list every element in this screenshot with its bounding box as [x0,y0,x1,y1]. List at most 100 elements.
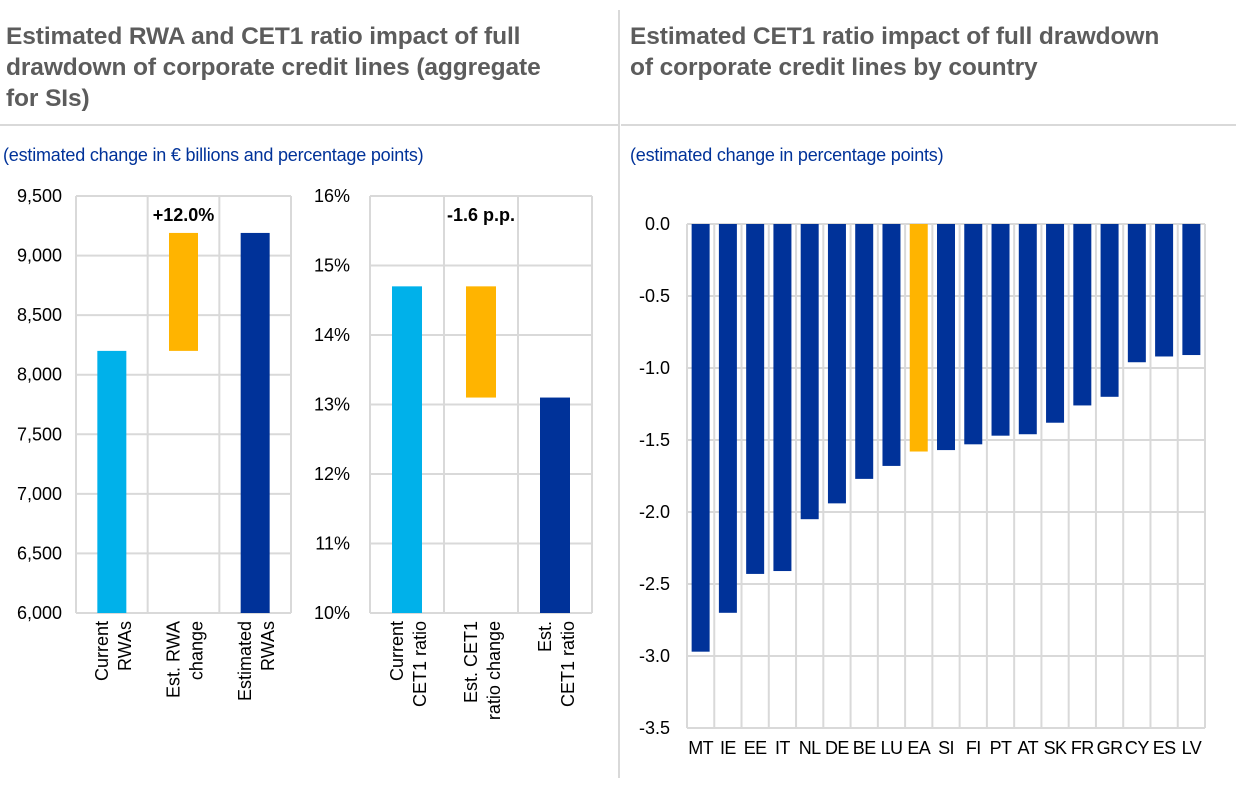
y-tick-label: 6,500 [17,543,62,563]
x-category-label: FR [1071,738,1094,758]
x-category-label: Current RWAs [92,621,135,681]
x-category-label-line: ratio change [484,621,504,720]
x-category-label: Est. RWA change [164,621,207,698]
bar-mt [691,224,710,652]
bar-cy [1127,224,1146,363]
y-tick-label: 13% [314,395,350,415]
x-category-label-line: Est. RWA [164,621,184,698]
y-tick-label: 8,000 [17,365,62,385]
right-title-divider [621,124,1236,126]
x-category-label: Est. CET1 ratio change [461,621,504,720]
y-tick-label: 12% [314,464,350,484]
bar-it [773,224,792,572]
panel-divider [618,10,620,778]
y-tick-label: -2.0 [639,502,670,522]
y-tick-label: -1.5 [639,430,670,450]
y-tick-label: 0.0 [645,214,670,234]
left-panel-subtitle: (estimated change in € billions and perc… [3,145,424,165]
country-cet1-impact-chart: 0.0 -0.5 -1.0 -1.5 -2.0 -2.5 -3.0 -3.5 MT IE EE IT N… [639,214,1206,758]
bar-be [855,224,874,479]
x-category-label: DE [825,738,849,758]
x-category-label-line: RWAs [258,621,278,671]
bar-ea [909,224,928,452]
x-category-label-line: Est. [535,621,555,652]
bar-at [1018,224,1037,435]
x-category-label: EA [907,738,930,758]
y-tick-label: 9,000 [17,246,62,266]
y-tick-label: 16% [314,186,350,206]
x-category-label: AT [1018,738,1039,758]
x-category-label: IE [720,738,736,758]
x-category-label: Current CET1 ratio [387,621,430,707]
y-tick-label: 14% [314,325,350,345]
bar-pt [991,224,1010,436]
y-tick-label: -3.5 [639,718,670,738]
bar-est-cet1-ratio-change [466,286,496,398]
right-panel-title: Estimated CET1 ratio impact of full draw… [630,21,1235,83]
right-title-line-1: Estimated CET1 ratio impact of full draw… [630,23,1160,50]
x-category-label: PT [990,738,1012,758]
bar-est-rwa-change [169,232,198,351]
bar-nl [800,224,819,520]
y-tick-label: 6,000 [17,603,62,623]
bar-fr [1073,224,1092,406]
bar-lu [882,224,901,466]
x-category-label: BE [853,738,876,758]
y-tick-label: -3.0 [639,646,670,666]
left-title-divider [0,124,619,126]
bar-lv [1182,224,1201,356]
right-title-line-2: of corporate credit lines by country [630,54,1038,81]
bar-ee [746,224,765,574]
y-tick-label: 15% [314,256,350,276]
bar-fi [964,224,983,445]
left-panel-title: Estimated RWA and CET1 ratio impact of f… [6,21,611,114]
x-category-label: MT [688,738,713,758]
x-category-label: GR [1097,738,1123,758]
y-tick-label: 7,000 [17,484,62,504]
left-title-line-1: Estimated RWA and CET1 ratio impact of f… [6,23,521,50]
x-category-label: SK [1044,738,1067,758]
bar-ie [718,224,737,613]
x-category-label: EE [744,738,767,758]
y-tick-label: -2.5 [639,574,670,594]
x-category-label-line: CET1 ratio [558,621,578,707]
bar-current-cet1-ratio [392,286,422,613]
bar-de [827,224,846,504]
bar-si [937,224,955,451]
x-category-label: SI [938,738,954,758]
x-category-label: CY [1125,738,1149,758]
change-annotation: -1.6 p.p. [447,205,515,225]
y-tick-label: 9,500 [17,186,62,206]
x-category-label-line: Est. CET1 [461,621,481,703]
x-category-label-line: RWAs [115,621,135,671]
left-title-line-3: for SIs) [6,85,90,112]
y-tick-label: -1.0 [639,358,670,378]
x-category-label-line: Current [92,621,112,681]
y-tick-label: 8,500 [17,305,62,325]
y-tick-label: -0.5 [639,286,670,306]
left-title-line-2: drawdown of corporate credit lines (aggr… [6,54,541,81]
bar-gr [1100,224,1119,397]
bar-current-rwas [97,350,127,613]
y-tick-label: 10% [314,603,350,623]
cet1-waterfall-chart: 10%11%12%13%14%15%16%-1.6 p.p.Current CET… [314,186,593,720]
x-category-label: FI [966,738,981,758]
x-category-label-line: Current [387,621,407,681]
bar-est-cet1-ratio [540,397,570,613]
x-category-label: LU [881,738,903,758]
bar-estimated-rwas [240,232,270,614]
bar-sk [1046,224,1065,423]
x-category-label: NL [799,738,821,758]
rwa-waterfall-chart: 6,000 6,500 7,000 7,500 8,000 8,500 9,000 9,500… [17,186,292,701]
y-tick-label: 11% [315,534,350,554]
change-annotation: +12.0% [153,205,215,225]
x-category-label-line: change [187,621,207,680]
x-category-label-line: CET1 ratio [410,621,430,707]
x-category-label: Estimated RWAs [235,621,278,701]
bar-es [1155,224,1174,357]
x-category-label-line: Estimated [235,621,255,701]
x-category-label: Est. CET1 ratio [535,621,578,707]
right-panel-subtitle: (estimated change in percentage points) [630,145,944,165]
x-category-label: IT [775,738,790,758]
